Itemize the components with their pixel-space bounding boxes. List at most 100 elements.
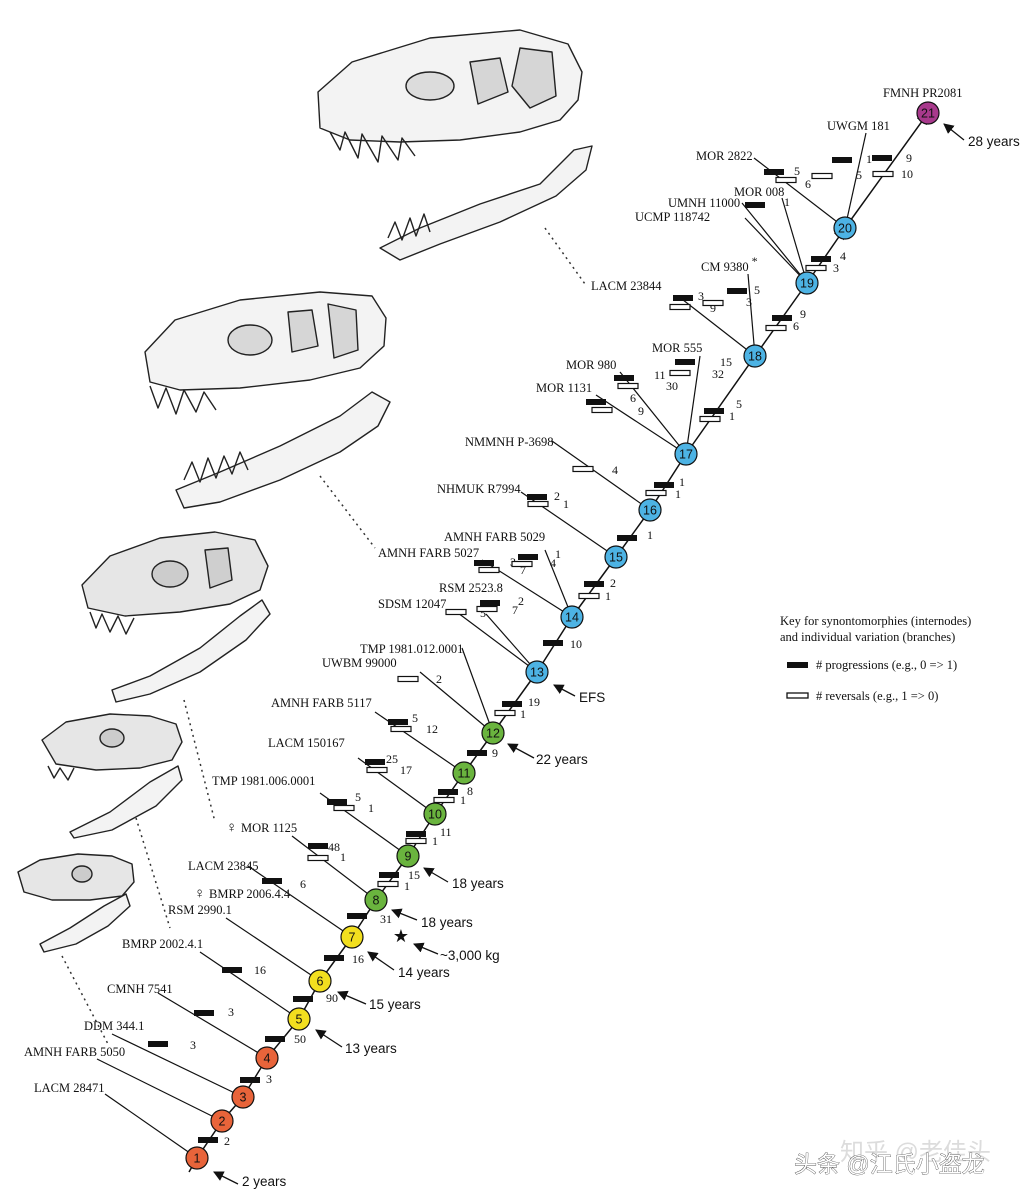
branch-progression-mark [148,1041,168,1047]
skull-juvenile-large [81,531,271,703]
internode-progression-count: 15 [408,868,420,882]
specimen-label: AMNH FARB 5050 [24,1045,125,1059]
annotation-label: 28 years [968,134,1020,149]
specimen-name: NMMNH P-3698 [465,435,554,449]
specimen-name: AMNH FARB 5029 [444,530,545,544]
branch-reversal-count: 3 [746,295,752,309]
branch-progression-mark [327,799,347,805]
node-circle [308,969,332,993]
branch-reversal-count: 32 [712,367,724,381]
branch-progression-mark [194,1010,214,1016]
annotation-label: ~3,000 kg [440,948,500,963]
growth-node-20: 20 [833,216,857,240]
specimen-branch [685,355,701,455]
branch-reversal-count: 4 [612,463,618,477]
internode-progression-count: 8 [467,784,473,798]
branch-reversal-count: 7 [512,603,518,617]
node-circle [185,1146,209,1170]
node-number: 20 [838,222,852,236]
branch-progression-count: 2 [518,594,524,608]
annotation-arrow [413,942,439,955]
skull-adult-large [317,29,593,261]
specimen-label: RSM 2523.8 [439,581,503,595]
specimen-label: TMP 1981.012.0001 [360,642,463,656]
branch-reversal-mark [527,500,549,508]
specimen-label: FMNH PR2081 [883,86,963,100]
spine-segment [844,112,929,229]
node-number: 3 [240,1091,247,1105]
specimen-name: RSM 2990.1 [168,903,232,917]
internode-progression-mark [584,581,604,587]
branch-progression-count: 25 [386,752,398,766]
internode-reversal-count: 6 [793,319,799,333]
annotation-arrow [507,743,535,759]
node-number: 18 [748,350,762,364]
specimen-name: TMP 1981.006.0001 [212,774,315,788]
watermark-back: 知乎 @老佳头 [840,1139,991,1166]
node-circle [560,605,584,629]
branch-reversal-mark [366,766,388,774]
internode-progression-count: 11 [440,825,452,839]
watermark: 知乎 @老佳头 头条 @江氏小盗龙 [794,1139,991,1177]
specimen-label: LACM 23845 [188,859,259,873]
branch-progression-mark [832,157,852,163]
node-number: 10 [428,808,442,822]
growth-node-10: 10 [423,802,447,826]
internode-progression-count: 31 [380,912,392,926]
branch-reversal-mark [811,172,833,180]
branch-reversal-mark [591,406,613,414]
specimen-label: SDSM 12047 [378,597,446,611]
internode-reversal-count: 1 [605,589,611,603]
branch-progression-count: 3 [698,289,704,303]
specimen-branches [96,132,867,1159]
specimen-labels: LACM 28471 AMNH FARB 5050 DDM 344.1 CMNH 75… [24,86,963,1095]
branch-reversal-mark [669,369,691,377]
specimen-name: LACM 150167 [268,736,345,750]
annotation-arrow [213,1171,239,1185]
branch-progression-mark [518,554,538,560]
branch-reversal-mark [333,804,355,812]
annotation-arrow [423,867,449,883]
internode-progression-count: 9 [800,307,806,321]
specimen-name: MOR 1125 [241,821,297,835]
specimen-label: UWBM 99000 [322,656,397,670]
node-number: 6 [317,975,324,989]
growth-node-7: 7 [340,925,364,949]
internode-progression-mark [467,750,487,756]
specimen-branch [677,295,756,357]
node-number: 8 [373,894,380,908]
specimen-name: CM 9380 [701,260,749,274]
key-reversals-label: # reversals (e.g., 1 => 0) [816,689,938,703]
branch-progression-mark [388,719,408,725]
specimen-label: MOR 555 [652,341,702,355]
specimen-label: NMMNH P-3698 [465,435,554,449]
annotation-label: 2 years [242,1174,287,1189]
node-number: 13 [530,666,544,680]
internode-reversal-mark [805,264,827,272]
internode-reversal-count: 10 [901,167,913,181]
branch-progression-mark [480,600,500,606]
node-circle [287,1007,311,1031]
growth-node-18: 18 [743,344,767,368]
internode-progression-count: 90 [326,991,338,1005]
node-circle [364,888,388,912]
specimen-branch [551,440,651,511]
branch-reversal-mark [775,176,797,184]
key-title-line1: Key for synontomorphies (internodes) [780,614,971,628]
internode-reversal-mark [494,709,516,717]
specimen-label: LACM 23844 [591,279,662,293]
branch-progression-mark [222,967,242,973]
branch-progression-count: 5 [412,711,418,725]
specimen-label: BMRP 2002.4.1 [122,937,203,951]
node-circle [604,545,628,569]
branch-progression-count: 5 [355,790,361,804]
specimen-name: MOR 980 [566,358,616,372]
branch-reversal-count: 4 [550,556,556,570]
specimen-name: SDSM 12047 [378,597,446,611]
branch-reversal-count: 30 [666,379,678,393]
specimen-branch [111,1033,244,1098]
specimen-name: LACM 23844 [591,279,662,293]
branch-progression-count: 11 [654,368,666,382]
specimen-name: AMNH FARB 5117 [271,696,372,710]
